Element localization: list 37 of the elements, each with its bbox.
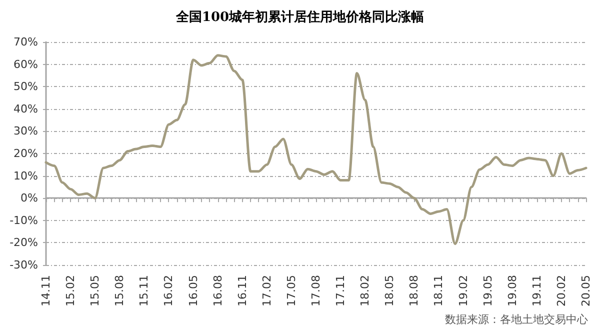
x-tick-label: 19.02 (456, 275, 470, 306)
x-tick-label: 16.02 (162, 275, 176, 306)
y-tick-label: 10% (14, 169, 38, 182)
x-tick-label: 16.08 (211, 275, 224, 306)
x-tick-label: 16.05 (186, 275, 200, 306)
x-tick-label: 19.11 (530, 275, 544, 306)
y-tick-label: 60% (14, 58, 38, 71)
x-tick-label: 15.02 (64, 275, 78, 306)
y-tick-label: -10% (10, 214, 38, 227)
y-tick-label: 50% (14, 80, 38, 94)
line-series (44, 54, 588, 246)
x-tick-label: 19.05 (481, 275, 494, 306)
y-tick-label: 30% (14, 124, 38, 138)
x-tick-label: 20.02 (554, 275, 568, 306)
x-tick-label: 15.08 (113, 275, 126, 306)
x-tick-label: 17.11 (334, 275, 348, 306)
y-tick-label: 70% (14, 36, 38, 48)
x-tick-label: 18.11 (432, 275, 446, 306)
source-note: 数据来源：各地土地交易中心 (445, 313, 588, 326)
x-tick-label: 16.11 (236, 275, 249, 306)
x-tick-label: 17.08 (310, 275, 322, 306)
x-tick-label: 18.05 (383, 275, 396, 306)
x-tick-label: 17.02 (260, 275, 274, 306)
chart-title: 全国100城年初累计居住用地价格同比涨幅 (174, 9, 424, 25)
x-tick-label: 14.11 (40, 275, 52, 306)
x-tick-label: 15.11 (138, 275, 151, 306)
x-tick-label: 17.05 (284, 275, 298, 306)
y-tick-label: 0% (20, 192, 38, 205)
x-tick-label: 20.05 (580, 275, 592, 306)
x-tick-label: 19.08 (506, 275, 519, 306)
y-tick-label: 40% (14, 102, 38, 116)
x-tick-label: 18.02 (358, 275, 372, 306)
y-tick-label: -30% (10, 258, 38, 272)
y-tick-label: -20% (10, 236, 38, 250)
y-tick-label: 20% (14, 147, 38, 160)
x-tick-label: 15.05 (88, 275, 102, 306)
x-tick-label: 18.08 (408, 275, 421, 306)
